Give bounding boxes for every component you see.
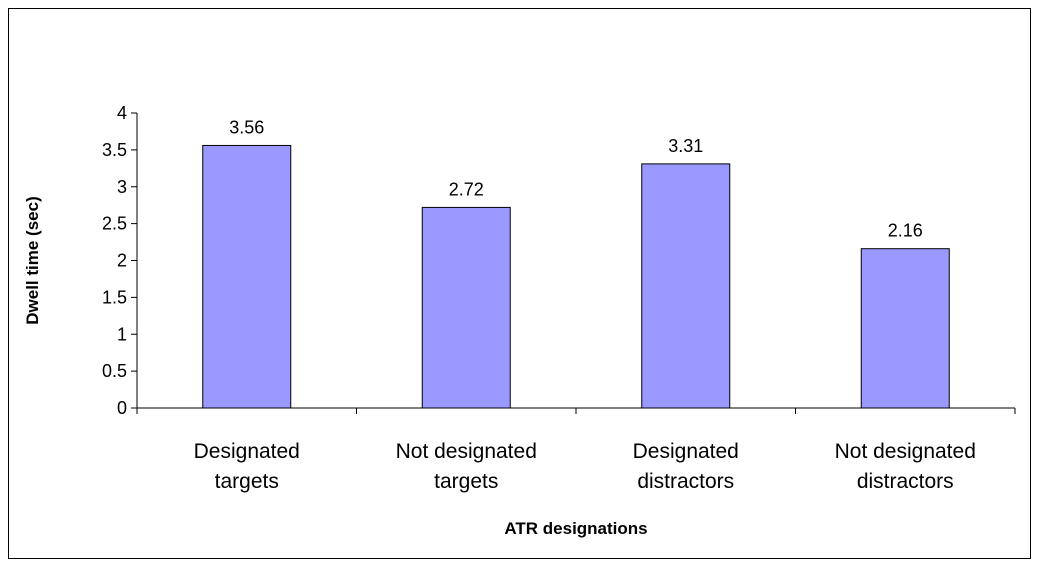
y-tick-label-6: 3 bbox=[117, 177, 127, 197]
y-tick-label-4: 2 bbox=[117, 251, 127, 271]
bar-3 bbox=[641, 163, 731, 409]
category-label-2: Not designated targets bbox=[396, 440, 537, 493]
category-label-3: Designated distractors bbox=[633, 440, 739, 493]
y-tick-label-0: 0 bbox=[117, 398, 127, 418]
category-label-1: Designated targets bbox=[194, 440, 300, 493]
y-tick-label-2: 1 bbox=[117, 324, 127, 344]
category-label-1-line-2: targets bbox=[215, 470, 279, 493]
category-label-3-line-2: distractors bbox=[637, 470, 734, 493]
category-label-3-line-1: Designated bbox=[633, 440, 739, 463]
y-tick-label-7: 3.5 bbox=[102, 140, 127, 160]
category-label-1-line-1: Designated bbox=[194, 440, 300, 463]
category-label-4-line-1: Not designated bbox=[835, 440, 976, 463]
y-tick-label-1: 0.5 bbox=[102, 361, 127, 381]
labels-layer: 3.56 2.72 3.31 2.16 0 0.5 1 1.5 2 2.5 3 3.5 4 Designa… bbox=[102, 103, 976, 493]
bar-4 bbox=[860, 248, 950, 409]
data-label-2: 2.72 bbox=[449, 179, 484, 199]
axes-layer bbox=[131, 112, 1016, 414]
y-tick-label-3: 1.5 bbox=[102, 287, 127, 307]
data-label-1: 3.56 bbox=[229, 117, 264, 137]
data-label-3: 3.31 bbox=[668, 136, 703, 156]
bar-1 bbox=[202, 144, 292, 409]
category-label-2-line-1: Not designated bbox=[396, 440, 537, 463]
category-label-4: Not designated distractors bbox=[835, 440, 976, 493]
data-label-4: 2.16 bbox=[888, 221, 923, 241]
chart-frame bbox=[8, 8, 1031, 559]
bars-layer bbox=[202, 144, 950, 409]
bar-2 bbox=[421, 206, 511, 409]
category-label-4-line-2: distractors bbox=[857, 470, 954, 493]
category-label-2-line-2: targets bbox=[434, 470, 498, 493]
y-axis-title: Dwell time (sec) bbox=[23, 196, 42, 325]
x-axis-title: ATR designations bbox=[504, 519, 647, 538]
y-tick-label-8: 4 bbox=[117, 103, 127, 123]
y-tick-label-5: 2.5 bbox=[102, 214, 127, 234]
